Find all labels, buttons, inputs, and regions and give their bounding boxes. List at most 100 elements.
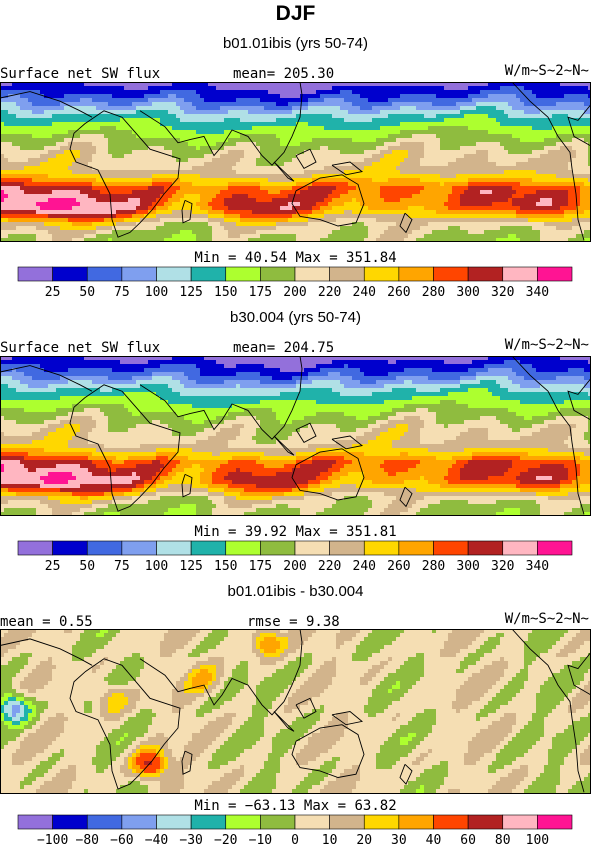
panel-1-map-cell	[8, 186, 13, 191]
panel-1-map-cell	[252, 174, 257, 179]
panel-1-map-cell	[304, 102, 309, 107]
panel-1-map-cell	[192, 86, 197, 91]
panel-1-map-cell	[572, 86, 577, 91]
panel-1-map-cell	[472, 106, 477, 111]
panel-1-map-cell	[244, 114, 249, 119]
panel-1-map-cell	[336, 194, 341, 199]
panel-1-map-cell	[508, 158, 513, 163]
panel-1-map-cell	[516, 134, 521, 139]
panel-1-map-cell	[160, 90, 165, 95]
panel-1-map-cell	[580, 118, 585, 123]
panel-1-map-cell	[396, 102, 401, 107]
panel-1-map-cell	[556, 98, 561, 103]
panel-1-map-cell	[316, 102, 321, 107]
panel-1-map-cell	[540, 166, 545, 171]
panel-1-map-cell	[476, 118, 481, 123]
panel-1-map-cell	[72, 178, 77, 183]
panel-1-map-cell	[552, 110, 557, 115]
panel-1-map-cell	[128, 194, 133, 199]
panel-1-map-cell	[580, 198, 585, 203]
panel-1-map-cell	[52, 130, 57, 135]
panel-1-map-cell	[552, 202, 557, 207]
panel-1-map-cell	[240, 202, 245, 207]
panel-1-map-cell	[224, 206, 229, 211]
panel-1-map-cell	[280, 98, 285, 103]
panel-1-map-cell	[312, 106, 317, 111]
panel-1-map-cell	[24, 146, 29, 151]
panel-1-map-cell	[12, 158, 17, 163]
panel-1-map-cell	[240, 98, 245, 103]
panel-1-map-cell	[216, 86, 221, 91]
panel-1-map-cell	[528, 82, 533, 87]
panel-1-map-cell	[244, 90, 249, 95]
panel-1-map-cell	[256, 102, 261, 107]
panel-1-map-cell	[320, 98, 325, 103]
panel-1-map-cell	[524, 206, 529, 211]
panel-1-map-cell	[516, 174, 521, 179]
panel-1-map-cell	[576, 194, 581, 199]
panel-1-map-cell	[544, 206, 549, 211]
panel-1-map-cell	[368, 150, 373, 155]
panel-1-map-cell	[364, 198, 369, 203]
panel-1-map-cell	[488, 158, 493, 163]
panel-1-map-cell	[428, 138, 433, 143]
panel-1-map-cell	[428, 98, 433, 103]
panel-1-map-cell	[100, 202, 105, 207]
panel-1-map-cell	[464, 170, 469, 175]
panel-1-map-cell	[544, 134, 549, 139]
panel-1-map-cell	[192, 110, 197, 115]
panel-1-map-cell	[80, 82, 85, 87]
panel-1-map-cell	[316, 202, 321, 207]
panel-1-map-cell	[320, 86, 325, 91]
panel-1-map-cell	[536, 142, 541, 147]
panel-1-map-cell	[536, 150, 541, 155]
panel-1-map-cell	[520, 126, 525, 131]
panel-1-map-cell	[0, 210, 5, 215]
panel-1-map-cell	[116, 106, 121, 111]
panel-1-map-cell	[432, 138, 437, 143]
panel-1-map-cell	[116, 102, 121, 107]
panel-1-map-cell	[48, 114, 53, 119]
panel-1-map-cell	[488, 166, 493, 171]
panel-1-map-cell	[28, 214, 33, 219]
panel-1-map-cell	[368, 162, 373, 167]
panel-1-map-cell	[368, 194, 373, 199]
panel-1-map-cell	[312, 94, 317, 99]
panel-1-map-cell	[56, 162, 61, 167]
panel-1-map-cell	[276, 182, 281, 187]
panel-1-map-cell	[412, 150, 417, 155]
panel-1-map-cell	[340, 114, 345, 119]
panel-1-map-cell	[428, 182, 433, 187]
panel-1-map-cell	[280, 102, 285, 107]
panel-1-map-cell	[484, 122, 489, 127]
panel-1-map-cell	[496, 122, 501, 127]
panel-1-map-cell	[116, 206, 121, 211]
panel-1-map-cell	[280, 186, 285, 191]
panel-1-map-cell	[372, 142, 377, 147]
panel-1-map-cell	[36, 166, 41, 171]
panel-1-map-cell	[176, 210, 181, 215]
panel-1-map-cell	[112, 86, 117, 91]
panel-1-map-cell	[220, 154, 225, 159]
panel-1-map-cell	[376, 94, 381, 99]
panel-1-map-cell	[352, 202, 357, 207]
panel-1-map-cell	[104, 150, 109, 155]
panel-1-map-cell	[508, 178, 513, 183]
panel-1-map-cell	[180, 178, 185, 183]
panel-1-map-cell	[424, 150, 429, 155]
panel-1-map-cell	[0, 194, 5, 199]
panel-1-map-cell	[196, 186, 201, 191]
panel-1-map-cell	[20, 146, 25, 151]
panel-1-map-cell	[232, 106, 237, 111]
panel-1-map-cell	[432, 130, 437, 135]
panel-1-map-cell	[196, 122, 201, 127]
panel-1-map-cell	[24, 202, 29, 207]
panel-1-map-cell	[280, 106, 285, 111]
panel-1-map-cell	[216, 110, 221, 115]
panel-1-map-cell	[476, 114, 481, 119]
panel-1-map-cell	[360, 198, 365, 203]
panel-1-map-cell	[356, 210, 361, 215]
panel-1-map-cell	[116, 138, 121, 143]
panel-1-map-cell	[120, 178, 125, 183]
panel-1-map-cell	[316, 178, 321, 183]
